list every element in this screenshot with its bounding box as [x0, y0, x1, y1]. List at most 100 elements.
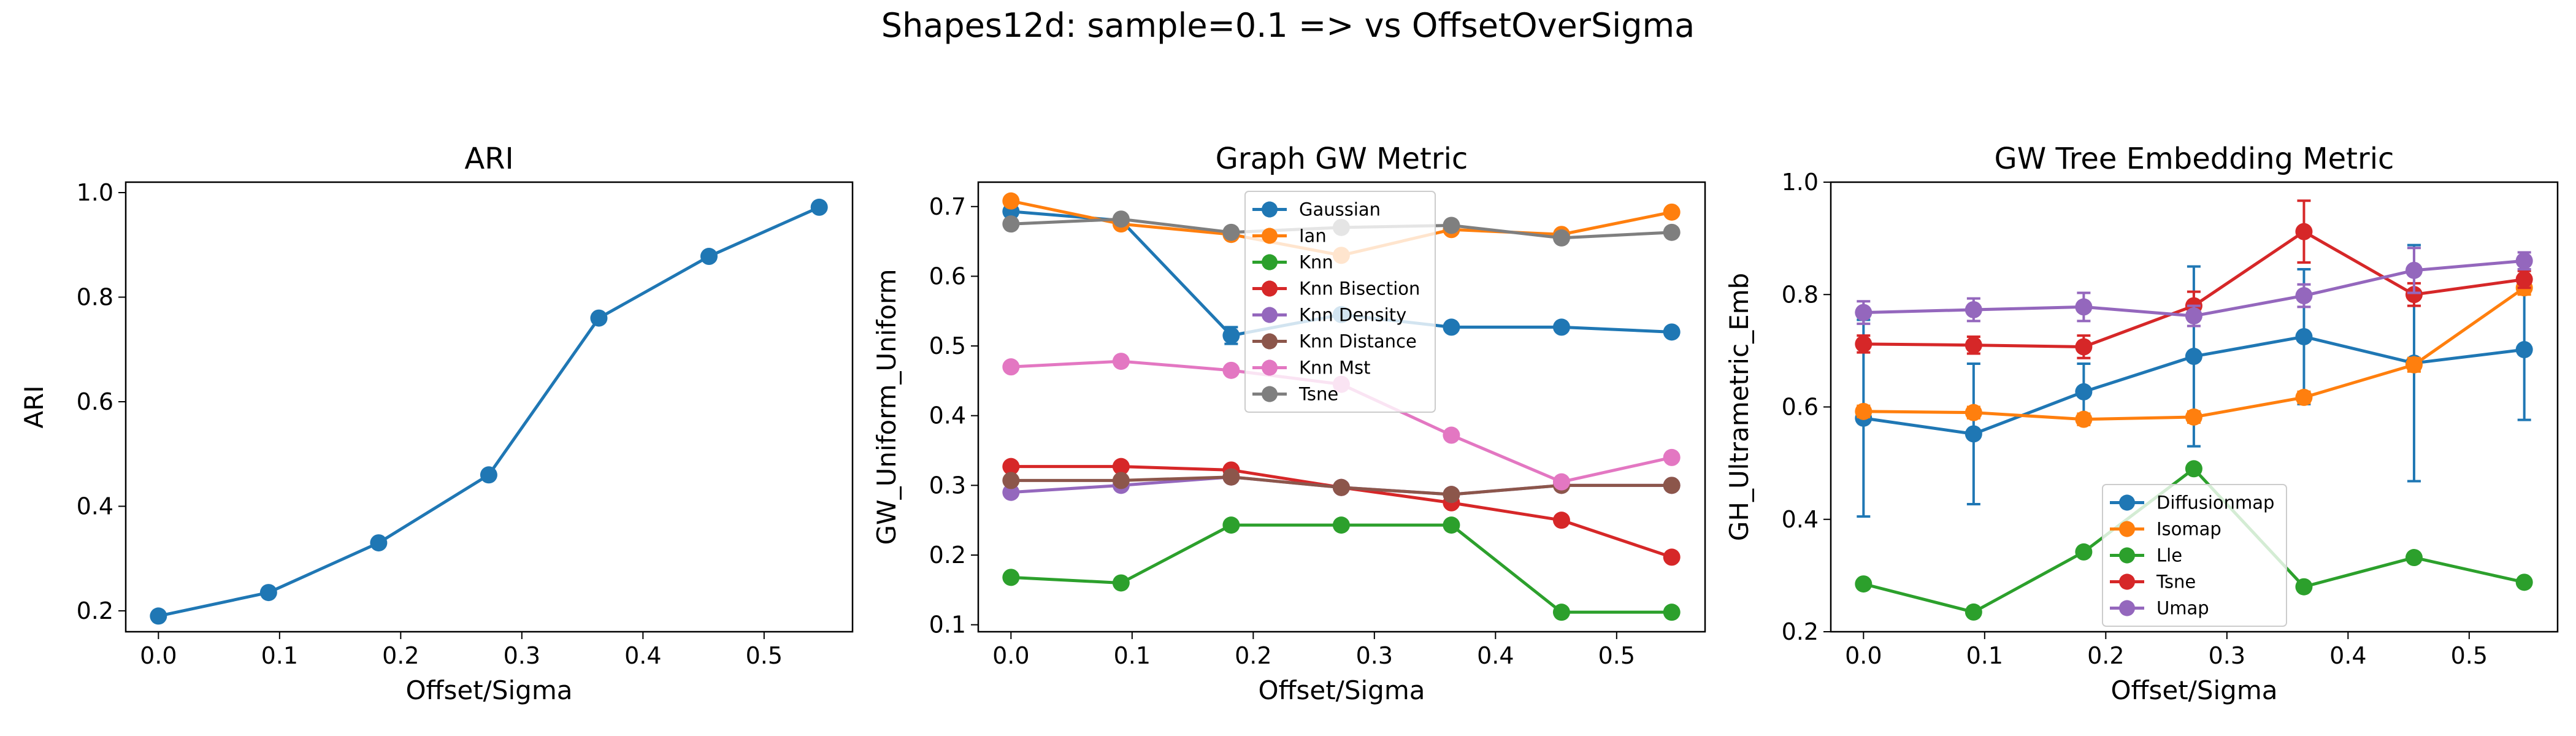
data-point: 0.46 — [480, 466, 497, 484]
data-point: 0.16 — [1112, 574, 1130, 592]
data-point: 0.663 — [1222, 223, 1240, 241]
data-point: 0.19 — [150, 607, 167, 625]
chart-title: ARI — [464, 142, 513, 176]
data-point: 0.655 — [1552, 229, 1570, 247]
x-tick-label: 0.3 — [504, 642, 540, 669]
data-point: 0.827 — [2515, 270, 2533, 288]
legend-marker — [2119, 521, 2135, 537]
data-point: 0.307 — [1112, 472, 1130, 489]
data-point: 0.76 — [590, 309, 608, 327]
x-tick-label: 0.3 — [2209, 642, 2245, 669]
data-point: 0.692 — [1663, 203, 1681, 221]
legend-label: Knn Density — [1299, 305, 1406, 326]
data-point: 0.327 — [1112, 458, 1130, 475]
x-tick-label: 0.0 — [992, 642, 1029, 669]
data-point: 0.527 — [1443, 318, 1460, 336]
legend-marker — [2119, 494, 2135, 511]
legend-box — [1244, 191, 1436, 413]
y-tick-label: 0.6 — [77, 388, 113, 415]
x-axis-label: Offset/Sigma — [2111, 675, 2278, 705]
data-point: 0.312 — [1222, 468, 1240, 486]
data-point: 0.725 — [2295, 328, 2313, 345]
legend-entry: Diffusionmap — [2110, 493, 2274, 513]
data-point: 0.287 — [1443, 486, 1460, 504]
data-point: 0.25 — [1552, 512, 1570, 529]
legend-label: Tsne — [2156, 572, 2196, 592]
x-tick-label: 0.0 — [1845, 642, 1882, 669]
data-point: 0.912 — [2295, 223, 2313, 240]
legend-label: Umap — [2156, 598, 2209, 619]
legend-entry: Tsne — [2110, 572, 2196, 592]
data-point: 0.878 — [700, 248, 718, 266]
plot-frame — [1830, 181, 2559, 633]
y-axis-label: GH_Ultrametric_Emb — [1724, 273, 1754, 541]
figure-suptitle: Shapes12d: sample=0.1 => vs OffsetOverSi… — [881, 6, 1695, 45]
data-point: 0.118 — [1663, 604, 1681, 621]
data-point: 0.592 — [1855, 402, 1873, 420]
legend-label: Gaussian — [1299, 199, 1381, 220]
y-tick-label: 0.4 — [929, 402, 966, 429]
data-point: 0.59 — [1965, 404, 1982, 421]
y-tick-label: 0.2 — [77, 597, 113, 624]
data-point: 0.3 — [1663, 477, 1681, 494]
plot-frame — [977, 181, 1706, 633]
data-point: 0.47 — [1002, 358, 1020, 376]
x-tick-label: 0.5 — [2451, 642, 2488, 669]
y-tick-label: 0.8 — [1782, 281, 1819, 308]
data-point: 0.843 — [2405, 261, 2423, 279]
legend-label: Tsne — [1298, 384, 1338, 405]
x-tick-label: 0.4 — [2329, 642, 2366, 669]
x-tick-label: 0.1 — [261, 642, 298, 669]
y-tick-label: 0.8 — [77, 284, 113, 311]
series-knn: 0.168 0.16 0.243 0.243 0.243 0.118 0.118 — [1002, 516, 1681, 621]
legend-label: Diffusionmap — [2156, 493, 2274, 513]
data-point: 0.627 — [2075, 383, 2093, 401]
x-tick-label: 0.2 — [382, 642, 419, 669]
legend-marker — [1262, 333, 1278, 350]
legend: Diffusionmap Isomap Lle Tsne Umap — [2102, 484, 2287, 627]
x-tick-label: 0.5 — [1598, 642, 1635, 669]
data-point: 0.342 — [2075, 543, 2093, 561]
x-tick-label: 0.5 — [746, 642, 783, 669]
legend-entry: Tsne — [1252, 384, 1338, 405]
data-point: 0.515 — [1222, 327, 1240, 345]
y-tick-label: 0.3 — [929, 472, 966, 499]
legend-marker — [1262, 254, 1278, 270]
data-point: 0.235 — [1965, 603, 1982, 621]
y-axis-label: GW_Uniform_Uniform — [872, 269, 902, 545]
data-point: 0.702 — [2515, 341, 2533, 359]
legend-marker — [1262, 280, 1278, 297]
y-tick-label: 0.6 — [1782, 394, 1819, 421]
legend-marker — [2119, 600, 2135, 616]
series-knn-distance: 0.3070.3070.3120.2970.2870.30.3 — [1002, 468, 1681, 504]
data-point: 0.168 — [1002, 569, 1020, 586]
data-point: 0.29 — [1002, 483, 1020, 501]
y-tick-label: 0.4 — [1782, 506, 1819, 533]
data-point: 0.305 — [1552, 473, 1570, 491]
data-point: 0.86 — [2515, 252, 2533, 270]
x-tick-label: 0.0 — [140, 642, 177, 669]
legend-entry: Knn Distance — [1252, 331, 1417, 352]
series-umap: 0.768 0.773 0.778 0.762 0.798 0.843 0.86 — [1855, 247, 2533, 328]
data-point: 0.243 — [1222, 516, 1240, 534]
data-point: 0.682 — [1112, 210, 1130, 228]
series-lle: 0.285 0.235 0.342 0.49 0.28 0.332 0.288 — [1855, 460, 2533, 621]
legend-entry: Isomap — [2110, 519, 2221, 540]
x-axis-label: Offset/Sigma — [1259, 675, 1425, 705]
y-tick-label: 0.4 — [77, 493, 113, 519]
legend-marker — [1262, 201, 1278, 218]
chart-title: Graph GW Metric — [1216, 142, 1468, 176]
data-point: 0.118 — [1552, 604, 1570, 621]
data-point: 0.372 — [1443, 426, 1460, 444]
data-point: 0.527 — [1552, 318, 1570, 336]
data-point: 0.52 — [1663, 323, 1681, 341]
data-point: 0.708 — [1002, 192, 1020, 210]
data-point: 0.243 — [1332, 516, 1350, 534]
legend-label: Isomap — [2156, 519, 2221, 540]
data-point: 0.673 — [1443, 217, 1460, 234]
x-tick-label: 0.3 — [1356, 642, 1393, 669]
chart-panel-3: GW Tree Embedding Metric 0.0 0.1 0.2 0.3 0.4 0… — [1724, 142, 2559, 705]
legend-entry: Ian — [1252, 226, 1327, 247]
data-point: 0.285 — [1855, 575, 1873, 593]
data-point: 0.332 — [2405, 549, 2423, 567]
